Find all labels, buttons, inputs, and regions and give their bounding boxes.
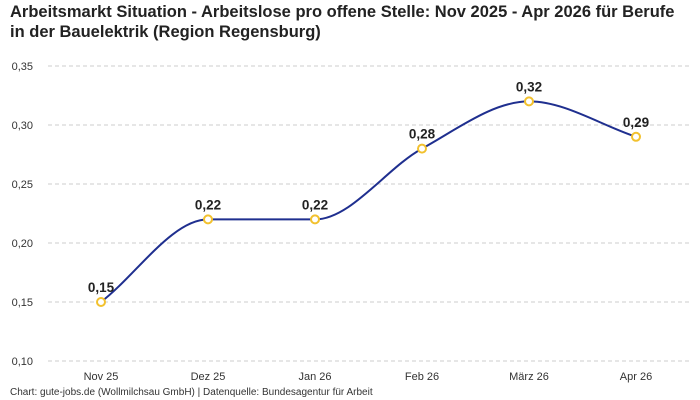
data-point: [310, 214, 320, 225]
grid-lines: [48, 65, 690, 362]
y-tick-label: 0,10: [12, 356, 33, 368]
data-point: [631, 131, 641, 142]
data-label: 0,32: [516, 79, 542, 94]
data-point: [96, 297, 106, 307]
x-tick-label: Jan 26: [298, 371, 331, 383]
data-label: 0,29: [623, 115, 649, 130]
series-markers: [96, 96, 641, 307]
y-tick-label: 0,35: [12, 61, 33, 73]
x-tick-label: Nov 25: [84, 371, 119, 383]
x-tick-label: Apr 26: [620, 371, 652, 383]
data-label: 0,28: [409, 127, 436, 142]
data-point: [417, 143, 427, 154]
data-point: [524, 96, 534, 107]
x-axis-ticks: Nov 25 Dez 25 Jan 26 Feb 26 März 26 Apr 26: [84, 371, 653, 383]
y-tick-label: 0,25: [12, 179, 33, 191]
x-tick-label: Dez 25: [191, 371, 226, 383]
series-line: [100, 100, 637, 303]
y-tick-label: 0,15: [12, 297, 33, 309]
y-axis-ticks: 0,10 0,15 0,20 0,25 0,30 0,35: [12, 61, 33, 368]
x-tick-label: Feb 26: [405, 371, 439, 383]
data-label: 0,22: [302, 197, 328, 212]
data-labels: 0,15 0,22 0,22 0,28 0,32 0,29: [88, 79, 649, 295]
data-point: [203, 214, 213, 225]
data-label: 0,22: [195, 197, 221, 212]
y-tick-label: 0,30: [12, 120, 33, 132]
x-tick-label: März 26: [509, 371, 549, 383]
data-label: 0,15: [88, 280, 115, 295]
chart-title: Arbeitsmarkt Situation - Arbeitslose pro…: [10, 3, 675, 41]
chart-footer: Chart: gute-jobs.de (Wollmilchsau GmbH) …: [10, 387, 373, 398]
y-tick-label: 0,20: [12, 238, 33, 250]
